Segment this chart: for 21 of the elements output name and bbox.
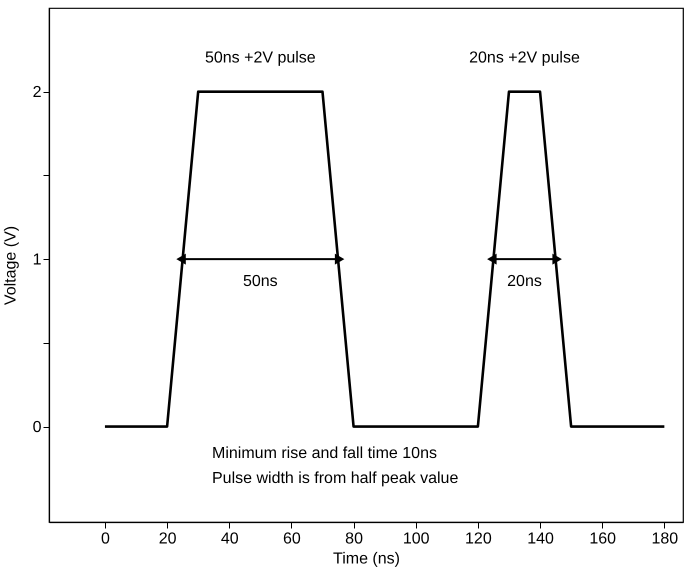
annotation: 20ns +2V pulse: [469, 50, 580, 67]
y-tick-label: 0: [32, 419, 42, 436]
annotation: 20ns: [507, 273, 542, 290]
x-tick-label: 120: [465, 530, 492, 548]
y-axis-title: Voltage (V): [2, 226, 20, 306]
x-tick-label: 40: [220, 530, 239, 548]
x-tick-label: 60: [283, 530, 301, 548]
x-tick-label: 0: [100, 530, 110, 548]
annotation: Pulse width is from half peak value: [212, 470, 458, 487]
x-tick-label: 20: [158, 530, 177, 548]
x-tick-label: 100: [402, 530, 430, 548]
y-tick-label: 2: [32, 84, 42, 102]
x-tick-label: 180: [652, 530, 678, 548]
annotation: 50ns +2V pulse: [204, 50, 316, 67]
y-tick-label: 1: [32, 252, 42, 269]
x-tick-label: 160: [589, 530, 616, 548]
x-tick-label: 140: [527, 530, 554, 548]
x-tick-label: 80: [345, 530, 364, 548]
annotation: Minimum rise and fall time 10ns: [212, 445, 437, 462]
x-axis-title: Time (ns): [333, 550, 400, 568]
annotation: 50ns: [242, 273, 278, 290]
